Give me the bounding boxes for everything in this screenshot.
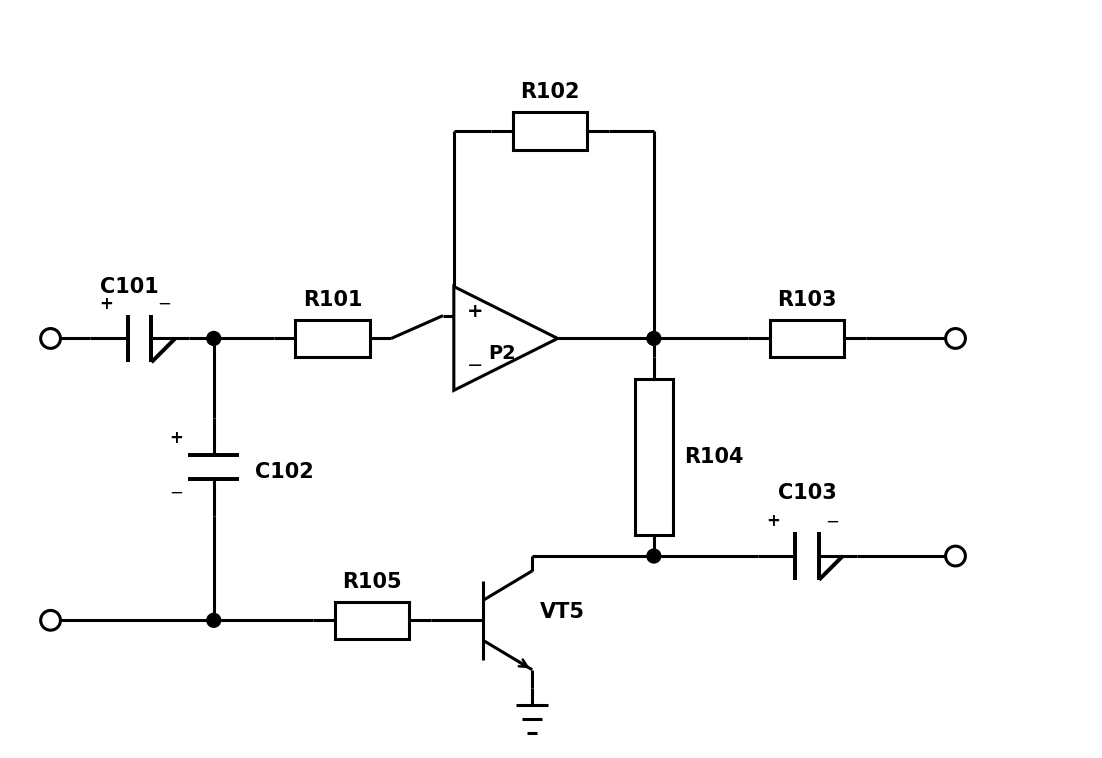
Text: +: +: [99, 295, 112, 313]
Text: −: −: [466, 356, 483, 374]
Text: −: −: [158, 295, 171, 313]
Bar: [512, 112, 587, 149]
Text: R103: R103: [777, 290, 836, 310]
Bar: [295, 320, 369, 357]
Circle shape: [647, 331, 661, 346]
Text: R104: R104: [684, 447, 744, 467]
Text: −: −: [170, 484, 183, 502]
Text: P2: P2: [488, 344, 516, 363]
Text: +: +: [170, 429, 183, 447]
Circle shape: [647, 549, 661, 563]
Bar: [335, 602, 409, 639]
Text: +: +: [767, 512, 780, 531]
Text: C101: C101: [100, 277, 159, 297]
Bar: [770, 320, 844, 357]
Text: VT5: VT5: [540, 603, 585, 622]
Text: R101: R101: [303, 290, 363, 310]
Bar: [635, 379, 672, 535]
Text: R102: R102: [520, 82, 580, 102]
Text: C102: C102: [256, 462, 314, 482]
Text: R105: R105: [343, 572, 402, 592]
Circle shape: [207, 331, 220, 346]
Text: C103: C103: [778, 483, 836, 503]
Circle shape: [207, 613, 220, 627]
Text: −: −: [825, 512, 839, 531]
Text: +: +: [466, 302, 483, 321]
